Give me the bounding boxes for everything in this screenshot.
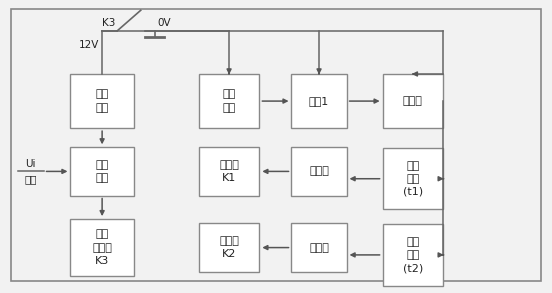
Bar: [199, 74, 259, 128]
Text: 晶体
分频: 晶体 分频: [222, 89, 236, 113]
Text: 整定
开关
(t2): 整定 开关 (t2): [403, 237, 423, 273]
Text: 驱动器: 驱动器: [309, 243, 329, 253]
Text: 12V: 12V: [79, 40, 99, 50]
Text: 分频1: 分频1: [309, 96, 329, 106]
Text: 驱动器: 驱动器: [309, 166, 329, 176]
Bar: [291, 147, 347, 196]
Text: 储能
电源: 储能 电源: [95, 89, 109, 113]
Bar: [291, 224, 347, 272]
Bar: [383, 74, 443, 128]
Bar: [291, 74, 347, 128]
Bar: [199, 147, 259, 196]
Text: 继电器
K1: 继电器 K1: [219, 160, 239, 183]
Text: 整流
降压: 整流 降压: [95, 160, 109, 183]
Bar: [383, 224, 443, 286]
Text: K3: K3: [102, 18, 115, 28]
Bar: [383, 148, 443, 209]
Bar: [71, 147, 134, 196]
Text: 计数器: 计数器: [403, 96, 423, 106]
Text: 瞬动
继电器
K3: 瞬动 继电器 K3: [92, 229, 112, 266]
Bar: [199, 224, 259, 272]
Text: Ui: Ui: [25, 159, 36, 169]
Text: 交流: 交流: [24, 174, 36, 184]
Text: 整定
开关
(t1): 整定 开关 (t1): [403, 161, 423, 197]
Text: 继电器
K2: 继电器 K2: [219, 236, 239, 259]
Bar: [71, 74, 134, 128]
Bar: [71, 219, 134, 276]
Text: 0V: 0V: [157, 18, 171, 28]
